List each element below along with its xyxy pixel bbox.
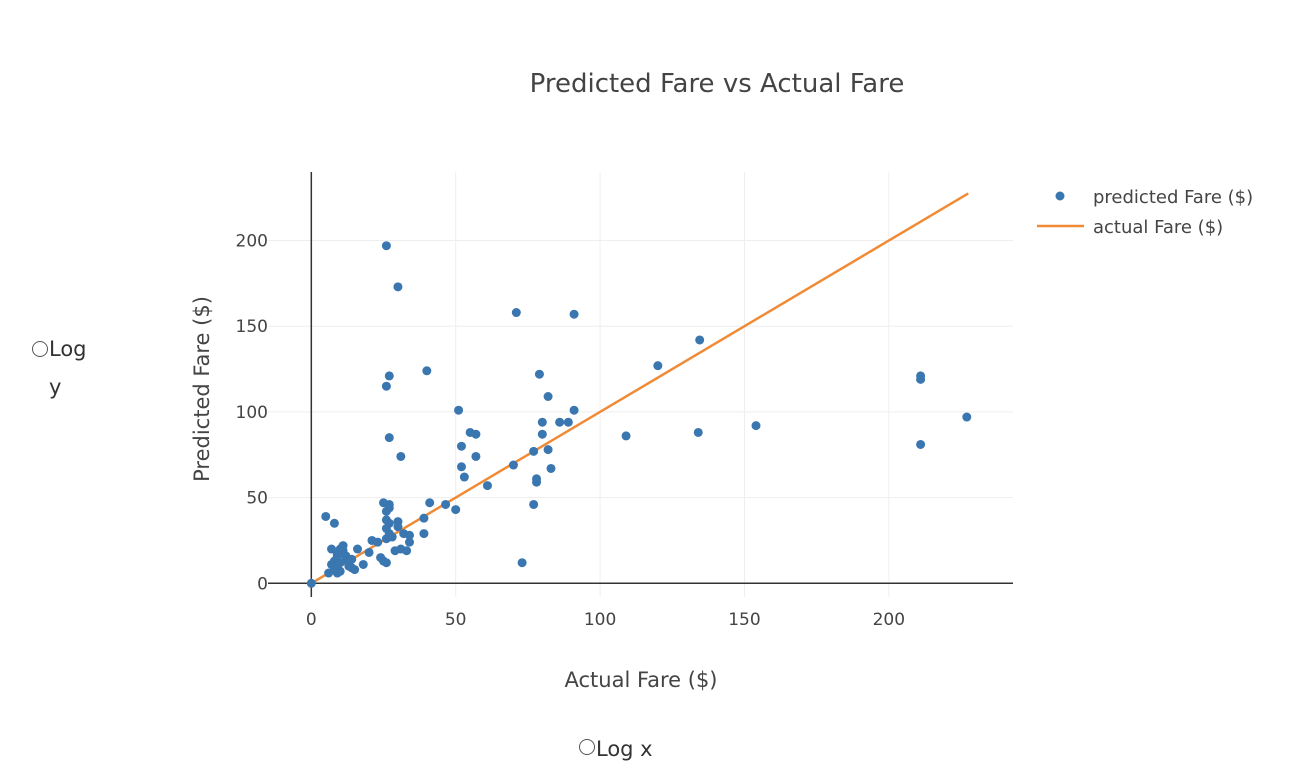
data-point[interactable]	[456, 462, 466, 472]
data-point[interactable]	[384, 503, 394, 513]
log-y-toggle[interactable]: Log y	[32, 337, 93, 406]
data-point[interactable]	[621, 431, 631, 441]
data-point[interactable]	[329, 518, 339, 528]
data-point[interactable]	[422, 366, 432, 376]
data-point[interactable]	[441, 499, 451, 509]
data-point[interactable]	[482, 481, 492, 491]
data-point[interactable]	[537, 429, 547, 439]
y-tick-label: 50	[246, 489, 268, 509]
data-point[interactable]	[534, 369, 544, 379]
log-x-toggle[interactable]: Log x	[579, 736, 653, 768]
data-point[interactable]	[381, 558, 391, 568]
legend-label: predicted Fare ($)	[1093, 187, 1253, 208]
data-point[interactable]	[327, 544, 337, 554]
y-tick-label: 100	[236, 403, 268, 423]
data-point[interactable]	[335, 544, 345, 554]
data-point[interactable]	[695, 335, 705, 345]
data-point[interactable]	[393, 522, 403, 532]
data-point[interactable]	[419, 529, 429, 539]
tick-layer: 0 50 100 150 200 0 50 100 150 200	[236, 232, 906, 630]
data-point[interactable]	[451, 505, 461, 515]
legend-item[interactable]: actual Fare ($)	[1037, 217, 1223, 238]
data-point[interactable]	[511, 308, 521, 318]
data-point[interactable]	[381, 241, 391, 251]
chart-title: Predicted Fare vs Actual Fare	[530, 69, 905, 99]
data-point[interactable]	[327, 559, 337, 569]
data-point[interactable]	[425, 498, 435, 508]
data-point[interactable]	[569, 405, 579, 415]
data-point[interactable]	[471, 451, 481, 461]
data-point[interactable]	[387, 532, 397, 542]
data-point[interactable]	[916, 439, 926, 449]
y-axis-label: Predicted Fare ($)	[190, 296, 214, 482]
data-point[interactable]	[419, 513, 429, 523]
data-point[interactable]	[471, 429, 481, 439]
log-x-label: Log x	[596, 737, 653, 761]
data-point[interactable]	[532, 477, 542, 487]
data-point[interactable]	[321, 511, 331, 521]
data-point[interactable]	[517, 558, 527, 568]
data-point[interactable]	[381, 381, 391, 391]
data-point[interactable]	[529, 499, 539, 509]
data-point[interactable]	[537, 417, 547, 427]
legend-marker-swatch	[1055, 191, 1065, 201]
data-point[interactable]	[508, 460, 518, 470]
data-point[interactable]	[569, 309, 579, 319]
data-point[interactable]	[364, 547, 374, 557]
data-point[interactable]	[384, 371, 394, 381]
data-point[interactable]	[543, 445, 553, 455]
x-axis-label: Actual Fare ($)	[565, 668, 718, 692]
data-point[interactable]	[962, 412, 972, 422]
data-point[interactable]	[404, 530, 414, 540]
data-point[interactable]	[332, 568, 342, 578]
data-point[interactable]	[653, 361, 663, 371]
data-point[interactable]	[563, 417, 573, 427]
data-point[interactable]	[347, 554, 357, 564]
data-point[interactable]	[454, 405, 464, 415]
y-tick-label: 200	[236, 232, 268, 252]
data-point[interactable]	[381, 515, 391, 525]
points-layer[interactable]	[306, 241, 972, 588]
data-point[interactable]	[373, 537, 383, 547]
axis-layer	[268, 172, 1013, 597]
x-tick-label: 150	[728, 610, 760, 630]
data-point[interactable]	[358, 559, 368, 569]
log-y-label: Log y	[49, 337, 87, 399]
data-point[interactable]	[555, 417, 565, 427]
grid-layer	[268, 172, 1013, 597]
x-tick-label: 200	[873, 610, 905, 630]
data-point[interactable]	[546, 463, 556, 473]
data-point[interactable]	[529, 446, 539, 456]
data-point[interactable]	[384, 433, 394, 443]
data-point[interactable]	[404, 537, 414, 547]
x-tick-label: 50	[445, 610, 467, 630]
legend-label: actual Fare ($)	[1093, 217, 1223, 238]
x-tick-label: 100	[584, 610, 616, 630]
log-x-radio-icon[interactable]	[579, 739, 595, 755]
legend-item[interactable]: predicted Fare ($)	[1055, 187, 1254, 208]
line-layer	[310, 192, 969, 585]
data-point[interactable]	[396, 451, 406, 461]
data-point[interactable]	[456, 441, 466, 451]
legend[interactable]: predicted Fare ($) actual Fare ($)	[1037, 187, 1253, 238]
data-point[interactable]	[306, 578, 316, 588]
reference-line	[310, 192, 969, 585]
y-tick-label: 0	[257, 574, 268, 594]
data-point[interactable]	[350, 565, 360, 575]
data-point[interactable]	[393, 282, 403, 292]
data-point[interactable]	[459, 472, 469, 482]
data-point[interactable]	[693, 427, 703, 437]
data-point[interactable]	[543, 391, 553, 401]
data-point[interactable]	[353, 544, 363, 554]
data-point[interactable]	[402, 546, 412, 556]
x-tick-label: 0	[306, 610, 317, 630]
y-tick-label: 150	[236, 317, 268, 337]
data-point[interactable]	[916, 374, 926, 384]
data-point[interactable]	[751, 421, 761, 431]
log-y-radio-icon[interactable]	[32, 341, 48, 357]
